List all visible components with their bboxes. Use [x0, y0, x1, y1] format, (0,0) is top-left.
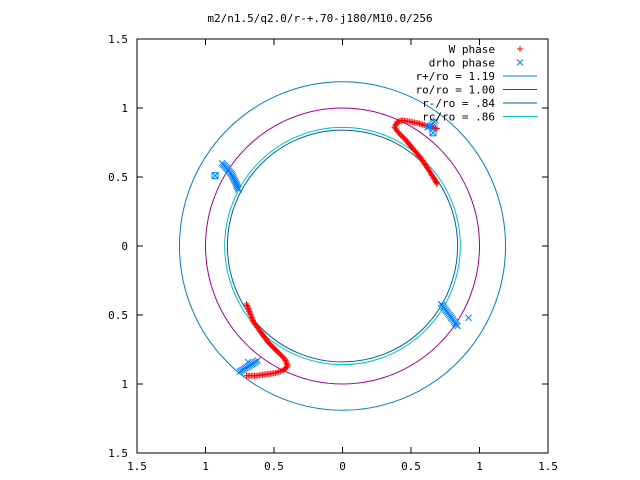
y-tick-label: 1.5 — [108, 447, 128, 460]
circle-r-0_84 — [226, 129, 459, 363]
w-phase-point — [244, 303, 251, 310]
reference-circles — [178, 81, 507, 411]
legend-label: rc/ro = .86 — [422, 111, 495, 124]
w-phase-point — [250, 318, 257, 325]
y-tick-label: 1.5 — [108, 33, 128, 46]
w-phase-point — [283, 358, 290, 365]
chart-title: m2/n1.5/q2.0/r-+.70-j180/M10.0/256 — [207, 12, 432, 25]
w-phase-point — [249, 315, 256, 322]
circle-r-1 — [205, 107, 480, 385]
drho-phase-point — [211, 172, 219, 179]
legend-swatch — [516, 59, 524, 66]
w-phase-point — [248, 312, 255, 319]
w-phase-point — [246, 308, 253, 315]
circle-r-0_86 — [224, 126, 461, 366]
w-phase-point — [434, 180, 441, 187]
legend-label: ro/ro = 1.00 — [416, 84, 495, 97]
legend-swatch — [517, 46, 523, 52]
w-phase-point — [394, 118, 401, 125]
x-tick-label: 1.5 — [538, 460, 558, 473]
w-phase-point — [244, 302, 251, 309]
drho-phase-point — [234, 184, 242, 192]
legend-label: r-/ro = .84 — [422, 97, 495, 110]
x-tick-label: 0 — [339, 460, 346, 473]
y-tick-label: 0.5 — [108, 309, 128, 322]
legend-label: drho phase — [429, 57, 495, 70]
drho-phase-point — [432, 117, 440, 124]
w-phase-point — [248, 314, 255, 321]
y-tick-label: 1 — [121, 378, 128, 391]
x-tick-label: 1.5 — [127, 460, 147, 473]
w-phase-point — [243, 300, 250, 307]
w-phase-point — [245, 305, 252, 312]
drho-phase-point — [254, 357, 261, 364]
w-phase-point — [284, 361, 291, 368]
drho-phase-point — [235, 186, 242, 193]
phase-markers — [211, 117, 472, 379]
axis-ticks: 1.5 1 0.5 0 0.5 1 1.51.510.500.511.5 — [108, 33, 558, 473]
y-tick-label: 0.5 — [108, 171, 128, 184]
w-phase-point — [283, 360, 290, 367]
x-tick-label: 1 — [202, 460, 209, 473]
legend-label: r+/ro = 1.19 — [416, 70, 495, 83]
x-tick-label: 0.5 — [264, 460, 284, 473]
w-phase-point — [433, 179, 440, 186]
w-phase-point — [393, 120, 400, 127]
w-phase-point — [284, 363, 291, 370]
drho-phase-point — [465, 314, 472, 322]
x-tick-label: 0.5 — [401, 460, 421, 473]
w-phase-point — [245, 306, 252, 313]
drho-phase-point — [429, 129, 437, 137]
drho-phase-point — [454, 322, 461, 330]
drho-phase-point — [244, 358, 252, 366]
x-tick-label: 1 — [476, 460, 483, 473]
w-phase-point — [249, 317, 256, 324]
square-marker — [211, 172, 219, 180]
square-marker — [429, 129, 437, 137]
legend-label: W phase — [449, 43, 495, 56]
circle-r-1_19 — [178, 81, 507, 411]
w-phase-point — [247, 309, 254, 316]
y-tick-label: 1 — [121, 102, 128, 115]
w-phase-point — [247, 311, 254, 318]
y-tick-label: 0 — [121, 240, 128, 253]
